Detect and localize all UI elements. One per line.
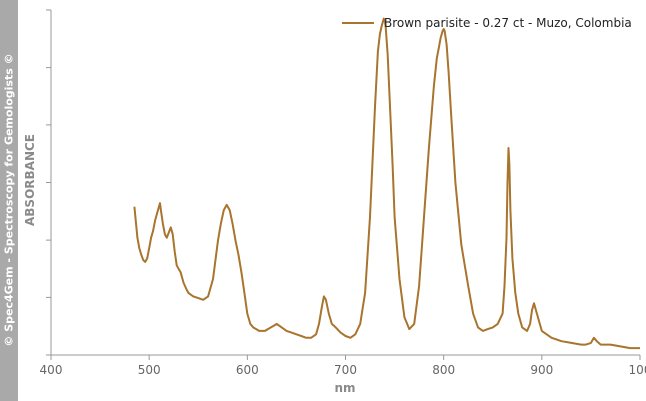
x-tick-label: 600 xyxy=(236,363,259,377)
x-tick-label: 500 xyxy=(138,363,161,377)
series xyxy=(133,17,640,350)
watermark-band: © Spec4Gem - Spectroscopy for Gemologist… xyxy=(0,0,18,401)
x-tick-label: 900 xyxy=(530,363,553,377)
series-line xyxy=(133,17,640,350)
axes xyxy=(50,10,640,356)
x-tick-label: 800 xyxy=(432,363,455,377)
ticks: 400 500 600 700 800 900 100 xyxy=(40,9,646,377)
legend: Brown parisite - 0.27 ct - Muzo, Colombi… xyxy=(342,16,632,30)
y-axis-title: ABSORBANCE xyxy=(23,134,37,226)
legend-label: Brown parisite - 0.27 ct - Muzo, Colombi… xyxy=(384,16,632,30)
x-tick-label: 400 xyxy=(40,363,63,377)
x-tick-label: 700 xyxy=(334,363,357,377)
x-tick-label: 100 xyxy=(629,363,646,377)
x-axis-title: nm xyxy=(334,381,355,395)
